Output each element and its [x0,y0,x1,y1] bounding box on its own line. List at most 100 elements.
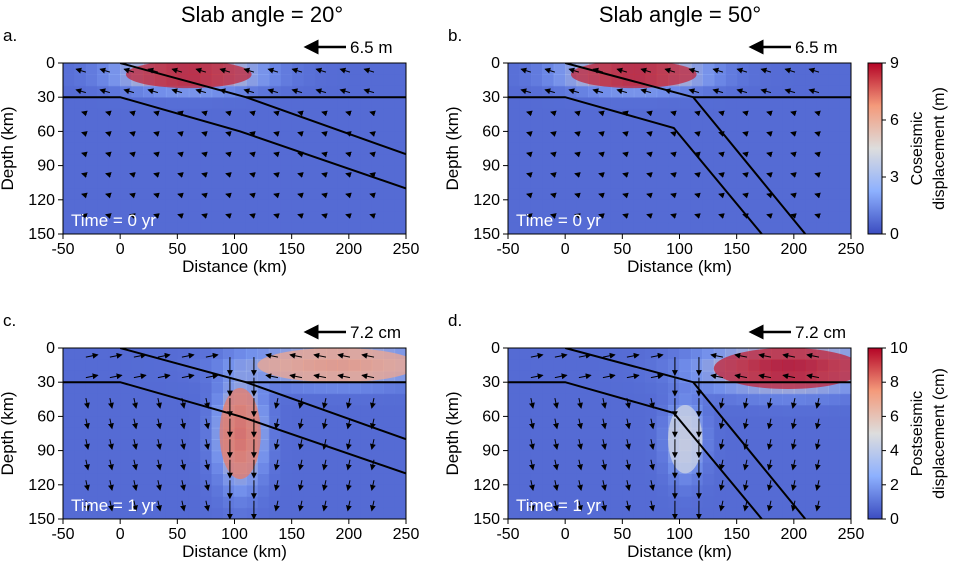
hotspot-2-0 [219,387,261,480]
y-tick-label: 150 [473,226,500,243]
slab-base [63,381,406,475]
colorbar-tick-label: 2 [890,477,899,494]
colorbar-tick-label: 9 [890,55,899,72]
y-tick-label: 90 [482,443,500,460]
panel-label: d. [448,311,462,330]
y-tick-label: 150 [28,511,55,528]
x-tick-label: 150 [723,526,750,543]
colorbar-label-2: displacement (m) [931,87,948,210]
y-tick-label: 0 [491,55,500,72]
scale-arrow-label: 7.2 cm [795,323,846,342]
x-tick-label: 250 [838,241,865,258]
plate-interface [119,63,406,156]
time-label: Time = 0 yr [71,211,156,230]
plate-interface [564,63,807,234]
slab-base [508,96,763,234]
x-tick-label: 0 [116,241,125,258]
column-title-right: Slab angle = 50° [599,2,761,27]
scale-arrow-label: 6.5 m [795,38,838,57]
y-tick-label: 120 [28,192,55,209]
plate-interface [119,348,406,441]
x-tick-label: 150 [278,241,305,258]
colorbar-label-1: Coseismic [909,112,926,186]
scale-arrow-label: 6.5 m [350,38,393,57]
x-axis-label: Distance (km) [627,542,732,561]
x-tick-label: 0 [561,526,570,543]
x-tick-label: 150 [723,241,750,258]
y-tick-label: 30 [37,374,55,391]
hotspot-1-0 [570,63,697,89]
colorbar-tick-label: 8 [890,374,899,391]
time-label: Time = 1 yr [71,496,156,515]
x-axis-label: Distance (km) [182,542,287,561]
x-tick-label: 100 [221,526,248,543]
x-tick-label: -50 [51,526,74,543]
x-axis-label: Distance (km) [627,257,732,276]
hotspot-3-0 [713,348,851,390]
y-tick-label: 90 [37,158,55,175]
x-tick-label: 200 [780,241,807,258]
x-axis-label: Distance (km) [182,257,287,276]
y-tick-label: 60 [37,123,55,140]
y-tick-label: 150 [473,511,500,528]
y-tick-label: 0 [46,340,55,357]
hotspot-3-1 [668,405,703,474]
y-axis-label: Depth (km) [443,106,462,190]
y-axis-label: Depth (km) [443,391,462,475]
panel-2: -50 0 50 100 150 200 2500306090120150Distance … [0,311,419,561]
time-label: Time = 0 yr [516,211,601,230]
colorbar-tick-label: 6 [890,408,899,425]
x-tick-label: 50 [168,526,186,543]
panel-1: -50 0 50 100 150 200 2500306090120150Distance … [443,26,864,276]
vector-field [528,352,821,519]
colorbar-1: 0 2 4 6 8 10 Postseismic displacement (cm) [867,340,948,528]
panel-0: -50 0 50 100 150 200 2500306090120150Distance … [0,26,419,276]
colorbar-tick-label: 0 [890,226,899,243]
scale-arrow-label: 7.2 cm [350,323,401,342]
x-tick-label: 0 [561,241,570,258]
y-axis-label: Depth (km) [0,106,17,190]
y-tick-label: 30 [37,89,55,106]
panel-label: a. [3,26,17,45]
colorbar-0: 0 3 6 9 Coseismic displacement (m) [867,55,948,243]
colorbar-label-1: Postseismic [909,391,926,476]
x-tick-label: -50 [51,241,74,258]
x-tick-label: 250 [393,526,420,543]
x-tick-label: 100 [666,526,693,543]
vector-field [520,67,821,219]
x-tick-label: 200 [335,241,362,258]
y-tick-label: 120 [473,477,500,494]
colorbar-tick-label: 3 [890,169,899,186]
vector-field [83,352,376,519]
y-axis-label: Depth (km) [0,391,17,475]
x-tick-label: 200 [335,526,362,543]
x-tick-label: 50 [613,526,631,543]
slab-base [508,381,763,519]
colorbar-tick-label: 0 [890,511,899,528]
panel-label: b. [448,26,462,45]
y-tick-label: 0 [491,340,500,357]
x-tick-label: -50 [496,526,519,543]
column-title-left: Slab angle = 20° [181,2,343,27]
y-tick-label: 60 [482,123,500,140]
plate-interface [564,348,807,519]
hotspot-0-0 [125,63,252,89]
panel-label: c. [3,311,16,330]
colorbar-tick-label: 6 [890,112,899,129]
colorbar-label-2: displacement (cm) [931,368,948,499]
hotspot-2-1 [257,348,406,383]
x-tick-label: 200 [780,526,807,543]
x-tick-label: 100 [221,241,248,258]
x-tick-label: 250 [838,526,865,543]
slab-base [63,96,406,190]
panel-3: -50 0 50 100 150 200 2500306090120150Distance … [443,311,864,561]
y-tick-label: 120 [473,192,500,209]
y-tick-label: 60 [482,408,500,425]
y-tick-label: 0 [46,55,55,72]
x-tick-label: 150 [278,526,305,543]
y-tick-label: 60 [37,408,55,425]
y-tick-label: 30 [482,89,500,106]
time-label: Time = 1 yr [516,496,601,515]
x-tick-label: 0 [116,526,125,543]
x-tick-label: 100 [666,241,693,258]
